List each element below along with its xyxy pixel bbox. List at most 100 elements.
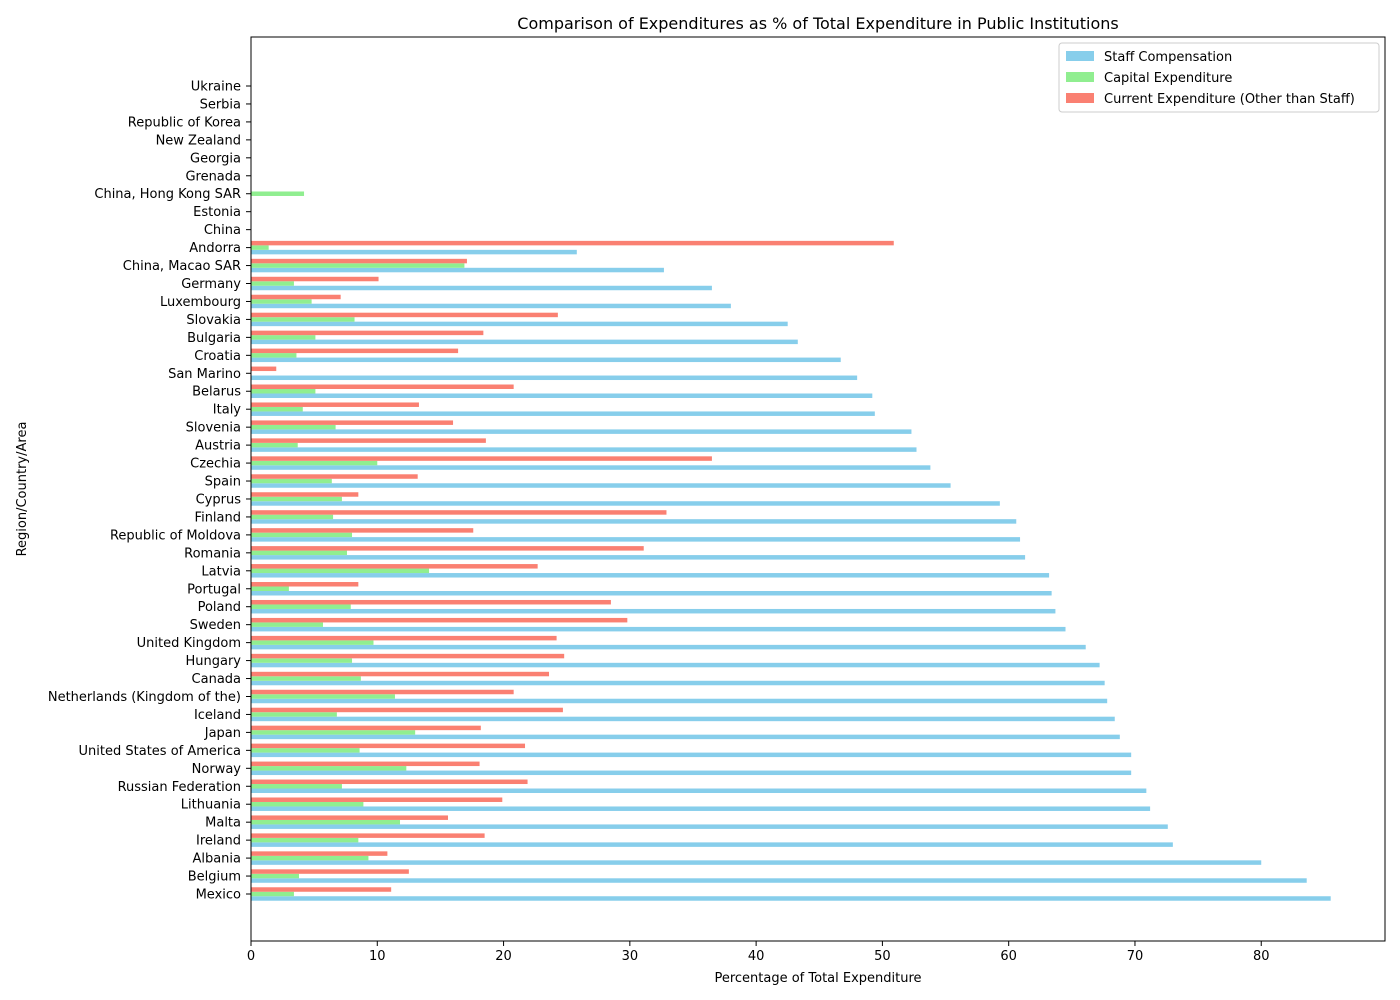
x-tick-label: 50 [874, 949, 891, 964]
y-tick-label: Ireland [196, 834, 241, 849]
x-tick-label: 60 [1000, 949, 1017, 964]
y-tick-label: China, Hong Kong SAR [94, 187, 241, 202]
bar-staff-2 [251, 860, 1262, 865]
bar-staff-18 [251, 573, 1050, 578]
y-tick-label: Luxembourg [160, 295, 241, 310]
bar-capital-9 [251, 730, 416, 735]
bar-current-18 [251, 564, 538, 569]
y-tick-label: Czechia [190, 457, 241, 472]
bar-capital-5 [251, 801, 364, 807]
bar-staff-23 [251, 483, 951, 488]
bar-capital-11 [251, 694, 395, 699]
x-tick-label: 10 [369, 949, 386, 964]
bar-current-28 [251, 384, 514, 389]
bar-staff-11 [251, 698, 1108, 704]
bar-current-23 [251, 474, 418, 479]
bar-staff-24 [251, 465, 931, 470]
bar-current-30 [251, 348, 459, 354]
chart-title: Comparison of Expenditures as % of Total… [517, 14, 1118, 33]
x-tick-label: 80 [1253, 949, 1270, 964]
y-tick-label: Republic of Korea [128, 115, 241, 130]
bar-current-13 [251, 653, 565, 659]
y-tick-label: Norway [192, 762, 242, 777]
bar-current-20 [251, 528, 474, 533]
bar-capital-30 [251, 353, 297, 358]
bar-capital-16 [251, 604, 351, 609]
bar-capital-14 [251, 640, 374, 645]
y-tick-label: Iceland [194, 708, 241, 723]
y-tick-label: Serbia [200, 97, 241, 112]
bar-current-2 [251, 851, 388, 856]
bar-staff-5 [251, 806, 1151, 811]
bar-capital-15 [251, 622, 323, 627]
bar-current-21 [251, 510, 667, 515]
y-tick-label: China, Macao SAR [123, 259, 241, 274]
bar-capital-17 [251, 586, 289, 591]
y-tick-label: Albania [192, 852, 241, 867]
bar-current-24 [251, 456, 712, 461]
y-tick-label: Croatia [194, 349, 241, 364]
bar-staff-30 [251, 357, 841, 363]
bar-current-26 [251, 420, 454, 425]
bar-current-14 [251, 635, 557, 641]
y-tick-label: Belgium [188, 870, 241, 885]
bar-staff-3 [251, 842, 1173, 847]
bar-staff-31 [251, 339, 798, 345]
bar-capital-22 [251, 496, 342, 502]
y-tick-label: Italy [213, 403, 242, 418]
bar-current-6 [251, 779, 528, 785]
bar-current-27 [251, 402, 419, 407]
bar-staff-1 [251, 878, 1307, 883]
y-tick-label: Estonia [193, 205, 241, 220]
bar-capital-6 [251, 784, 342, 789]
bar-staff-15 [251, 626, 1066, 632]
bar-staff-19 [251, 555, 1026, 560]
bar-current-3 [251, 833, 485, 838]
bar-capital-28 [251, 389, 316, 394]
y-tick-label: Republic of Moldova [110, 528, 241, 543]
y-tick-label: Spain [205, 475, 241, 490]
bar-current-29 [251, 366, 277, 372]
x-tick-label: 20 [495, 949, 512, 964]
bar-current-22 [251, 492, 359, 497]
y-tick-label: Sweden [190, 618, 241, 633]
bar-capital-8 [251, 748, 360, 753]
y-tick-label: Malta [205, 816, 241, 831]
bar-capital-35 [251, 263, 465, 268]
y-tick-label: Germany [181, 277, 241, 292]
bar-staff-20 [251, 537, 1021, 542]
bar-capital-19 [251, 550, 347, 556]
bar-staff-34 [251, 285, 712, 291]
y-tick-label: Canada [192, 672, 241, 687]
bar-capital-3 [251, 837, 359, 843]
y-tick-label: Hungary [185, 654, 241, 669]
y-tick-label: Slovakia [186, 313, 241, 328]
bar-capital-20 [251, 532, 353, 538]
y-axis: Mexico Belgium Albania Ireland Malta Lithuani… [48, 80, 251, 903]
x-axis-label: Percentage of Total Expenditure [714, 971, 921, 986]
y-tick-label: San Marino [168, 367, 241, 382]
bar-current-19 [251, 546, 644, 551]
y-axis-label: Region/Country/Area [15, 422, 30, 557]
bar-current-11 [251, 689, 514, 695]
y-tick-label: Bulgaria [187, 331, 241, 346]
bar-staff-6 [251, 788, 1147, 793]
bar-current-34 [251, 276, 379, 282]
bar-capital-4 [251, 819, 401, 825]
x-tick-label: 0 [247, 949, 255, 964]
y-tick-label: Ukraine [191, 80, 241, 95]
bar-capital-34 [251, 281, 294, 286]
bar-current-36 [251, 240, 894, 246]
y-tick-label: Mexico [196, 888, 241, 903]
bar-current-32 [251, 312, 558, 318]
bar-current-33 [251, 294, 341, 300]
bar-current-0 [251, 887, 392, 892]
bar-staff-35 [251, 267, 664, 273]
bar-staff-36 [251, 249, 577, 255]
bar-staff-9 [251, 734, 1120, 740]
bar-staff-14 [251, 644, 1086, 650]
y-tick-label: Lithuania [181, 798, 241, 813]
bar-capital-25 [251, 442, 298, 448]
bar-capital-24 [251, 460, 378, 466]
